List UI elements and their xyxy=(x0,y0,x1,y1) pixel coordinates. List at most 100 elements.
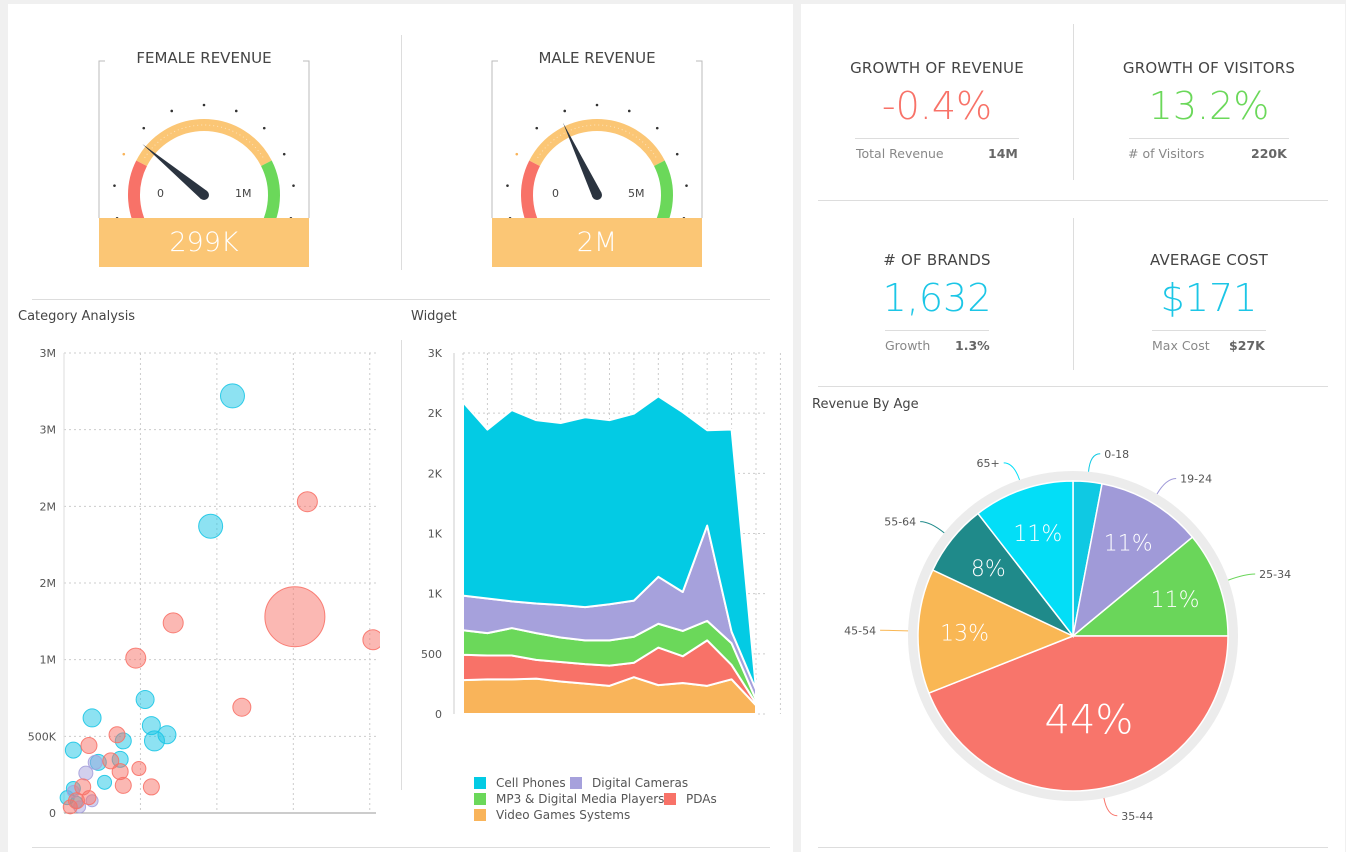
pie-slice-label: 25-34 xyxy=(1259,568,1291,581)
legend-digital-cameras[interactable]: Digital Cameras xyxy=(570,776,688,790)
gauge-tick xyxy=(234,109,238,113)
category-analysis-title: Category Analysis xyxy=(18,309,136,324)
scatter-point xyxy=(142,778,160,796)
pie-leader-line xyxy=(1156,477,1177,495)
pie-leader-line xyxy=(1003,462,1021,481)
gauge-female-min: 0 xyxy=(157,187,164,200)
gauge-tick xyxy=(535,126,539,130)
scatter-y-tick: 0 xyxy=(49,807,56,820)
pie-slice-percent: 11% xyxy=(1013,522,1062,547)
kpi-cost-sub-value: $27K xyxy=(1229,338,1265,353)
area-series-cell-phones xyxy=(462,395,757,691)
kpi-cost-title: AVERAGE COST xyxy=(1149,251,1269,269)
pie-slice-19-24 xyxy=(1071,482,1194,638)
gauge-tick xyxy=(262,126,266,130)
gauge-male-value: 2M xyxy=(492,218,702,267)
gauge-tick xyxy=(595,103,599,107)
kpi-visitors-value: 13.2% xyxy=(1148,84,1270,128)
scatter-point xyxy=(232,697,252,717)
scatter-point xyxy=(131,761,147,777)
pie-slice-percent: 13% xyxy=(940,621,989,646)
scatter-point xyxy=(80,737,98,755)
legend-swatch xyxy=(474,793,486,805)
kpi-bottom-divider xyxy=(818,386,1328,387)
gauge-tick xyxy=(675,152,679,156)
scatter-point xyxy=(108,726,126,744)
pie-slice-percent: 11% xyxy=(1104,531,1153,556)
area-y-tick: 0 xyxy=(435,708,442,721)
scatter-point xyxy=(81,790,97,806)
scatter-point xyxy=(78,765,94,781)
kpi-revenue-sub-value: 14M xyxy=(988,146,1018,161)
scatter-point xyxy=(102,752,120,770)
bottom-divider-left xyxy=(32,847,770,848)
pie-slice-label: 65+ xyxy=(977,457,1000,470)
legend-video-games[interactable]: Video Games Systems xyxy=(474,808,630,822)
gauge-male-max: 5M xyxy=(628,187,645,200)
pie-slice-label: 0-18 xyxy=(1104,448,1129,461)
category-analysis-chart: 0 500K 1M 2M 2M 3M 3M xyxy=(28,347,380,820)
gauge-band-1 xyxy=(136,119,272,167)
scatter-point xyxy=(125,647,147,669)
scatter-point xyxy=(264,586,326,648)
gauge-tick xyxy=(515,152,519,156)
gauge-tick xyxy=(113,184,116,187)
kpi-visitors-title: GROWTH OF VISITORS xyxy=(1122,59,1296,77)
chart-divider xyxy=(401,340,402,790)
pie-slice-35-44 xyxy=(927,635,1229,792)
revenue-by-age-pie: 0-18 11% 19-24 11% 25-34 44% 35-44 13% 45-54 8% 55… xyxy=(844,448,1291,823)
area-y-tick: 500 xyxy=(421,648,442,661)
kpi-revenue-value: -0.4% xyxy=(881,84,993,128)
legend-swatch xyxy=(570,777,582,789)
pie-leader-line xyxy=(880,629,909,632)
gauge-tick xyxy=(655,126,659,130)
gauge-female-title: FEMALE REVENUE xyxy=(136,49,272,67)
scatter-point xyxy=(362,629,380,651)
kpi-cost-sub-label: Max Cost xyxy=(1152,338,1210,353)
kpi-visitors-rule xyxy=(1129,138,1289,139)
widget-title: Widget xyxy=(411,309,457,324)
gauge-tick xyxy=(142,126,146,130)
gauge-tick xyxy=(122,152,126,156)
kpi-visitors-sub-label: # of Visitors xyxy=(1128,146,1205,161)
pie-slice-percent: 8% xyxy=(971,557,1006,582)
pie-slice-label: 35-44 xyxy=(1121,810,1153,823)
gauge-frame xyxy=(491,60,703,218)
legend-pdas[interactable]: PDAs xyxy=(664,792,717,806)
legend-cell-phones[interactable]: Cell Phones xyxy=(474,776,566,790)
kpi-brands-sub-label: Growth xyxy=(885,338,931,353)
gauge-needle-hub xyxy=(592,190,602,200)
scatter-point xyxy=(143,730,165,752)
pie-slice-percent: 44% xyxy=(1045,698,1134,744)
kpi-brands-rule xyxy=(885,330,989,331)
scatter-point xyxy=(82,708,102,728)
gauge-tick xyxy=(685,184,688,187)
gauge-tick xyxy=(563,109,567,113)
pie-leader-line xyxy=(1228,573,1256,581)
legend-mp3-players[interactable]: MP3 & Digital Media Players xyxy=(474,792,664,806)
pie-slice-label: 19-24 xyxy=(1180,472,1212,485)
gauge-frame xyxy=(98,60,310,218)
area-y-tick: 1K xyxy=(428,588,443,601)
area-y-tick: 3K xyxy=(428,347,443,360)
gauge-female-value: 299K xyxy=(99,218,309,267)
gauge-female-max: 1M xyxy=(235,187,252,200)
scatter-point xyxy=(198,513,224,539)
pie-slice-45-54 xyxy=(917,569,1075,695)
gauge-divider xyxy=(401,35,402,270)
scatter-point xyxy=(62,799,78,815)
gauge-female: FEMALE REVENUE 0 1M 299K xyxy=(98,38,310,268)
kpi-cost-value: $171 xyxy=(1160,276,1258,320)
scatter-y-tick: 3M xyxy=(40,347,57,360)
scatter-point xyxy=(219,383,245,409)
legend-swatch xyxy=(664,793,676,805)
pie-leader-line xyxy=(920,521,945,534)
gauge-tick xyxy=(170,109,174,113)
kpi-cost-rule xyxy=(1152,330,1266,331)
gauge-needle xyxy=(562,122,602,198)
widget-area-chart: 0 500 1K 1K 2K 2K 3K xyxy=(421,347,781,721)
kpi-divider-horizontal xyxy=(818,200,1328,201)
pie-slice-label: 45-54 xyxy=(844,624,876,637)
pie-slice-25-34 xyxy=(1070,536,1229,637)
gauge-tick xyxy=(292,184,295,187)
